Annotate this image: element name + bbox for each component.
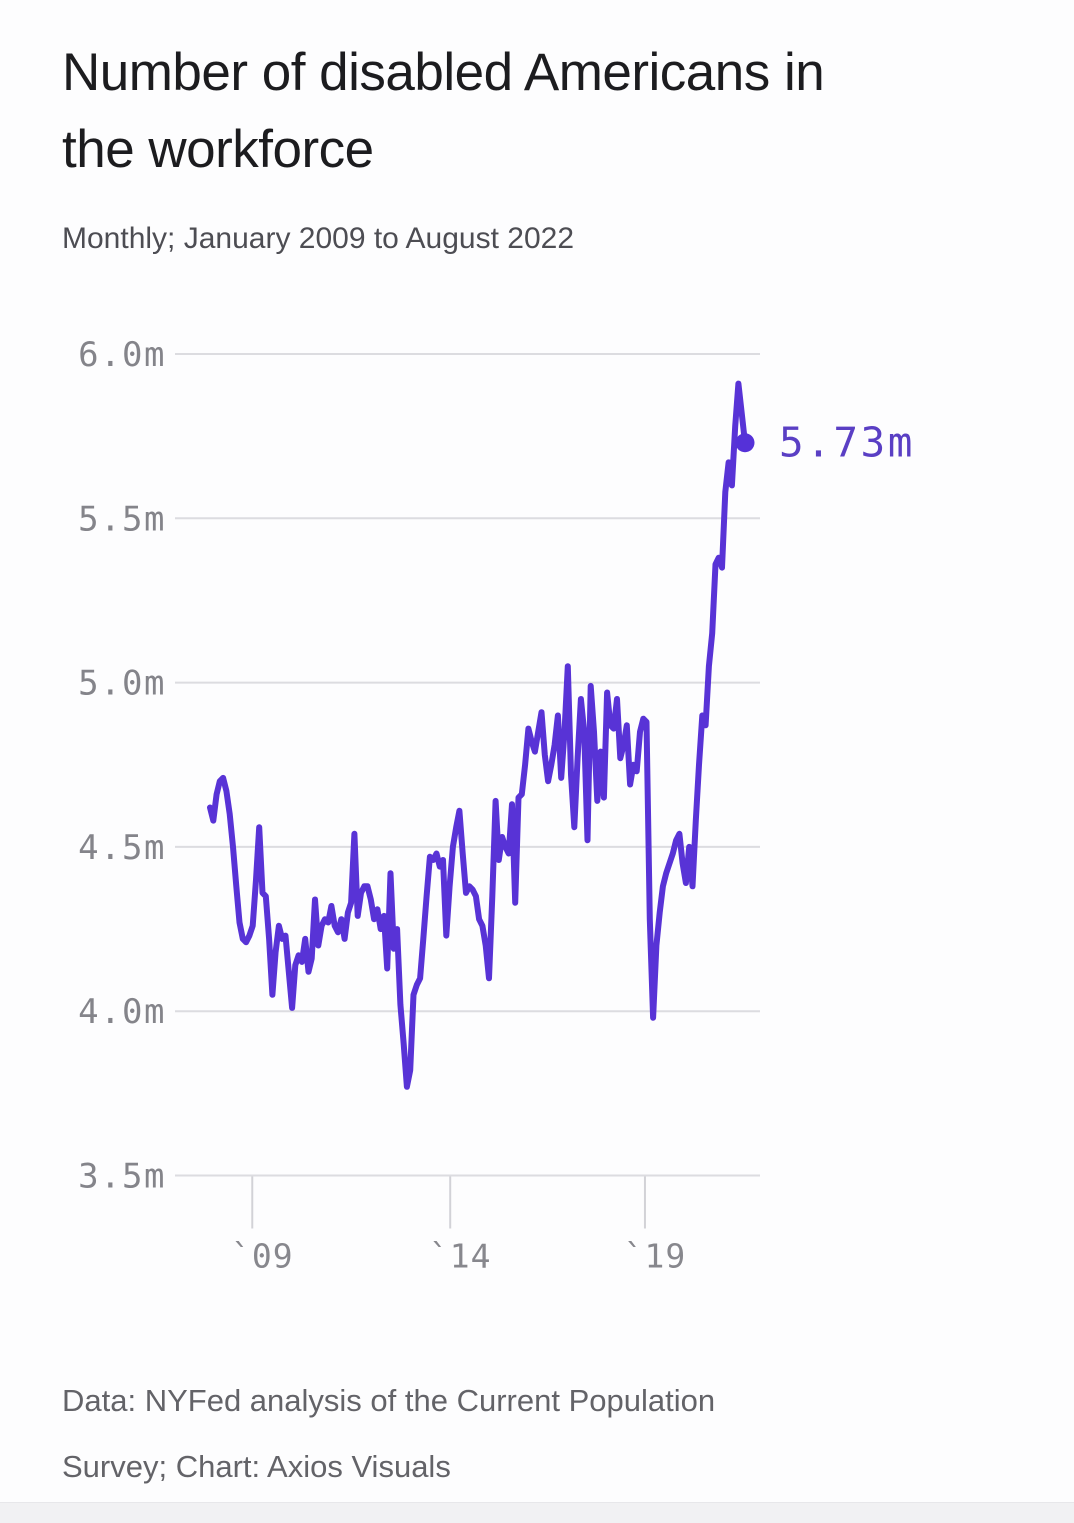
last-value-dot: [735, 433, 755, 453]
y-axis-label-4.5m: 4.5m: [78, 828, 166, 868]
chart-title-line1: Number of disabled Americans in: [62, 43, 825, 102]
y-axis-label-3.5m: 3.5m: [78, 1157, 166, 1197]
line-chart-canvas: 6.0m 5.5m 5.0m 4.5m 4.0m 3.5m `09 `14 `19 5.73m: [78, 335, 915, 1276]
y-axis-label-4.0m: 4.0m: [78, 992, 166, 1032]
y-axis-label-5.0m: 5.0m: [78, 664, 166, 704]
chart-subtitle: Monthly; January 2009 to August 2022: [62, 222, 575, 255]
chart-title: Number of disabled Americans in the work…: [62, 34, 825, 188]
source-credit-line1: Data: NYFed analysis of the Current Popu…: [62, 1383, 716, 1418]
line-chart: 6.0m 5.5m 5.0m 4.5m 4.0m 3.5m `09 `14 `19 5.73m: [78, 335, 915, 1276]
source-credit-line2: Survey; Chart: Axios Visuals: [62, 1449, 451, 1484]
data-line-disabled-workforce: [207, 380, 748, 1090]
last-value-label: 5.73m: [779, 419, 915, 467]
x-axis-label-`14: `14: [429, 1237, 492, 1276]
source-credit: Data: NYFed analysis of the Current Popu…: [62, 1368, 715, 1500]
chart-title-line2: the workforce: [62, 120, 374, 179]
y-axis-label-5.5m: 5.5m: [78, 499, 166, 539]
bottom-edge-strip: [0, 1502, 1074, 1523]
x-axis-label-`19: `19: [624, 1237, 687, 1276]
x-axis-label-`09: `09: [231, 1237, 294, 1276]
y-axis-label-6.0m: 6.0m: [78, 335, 166, 375]
